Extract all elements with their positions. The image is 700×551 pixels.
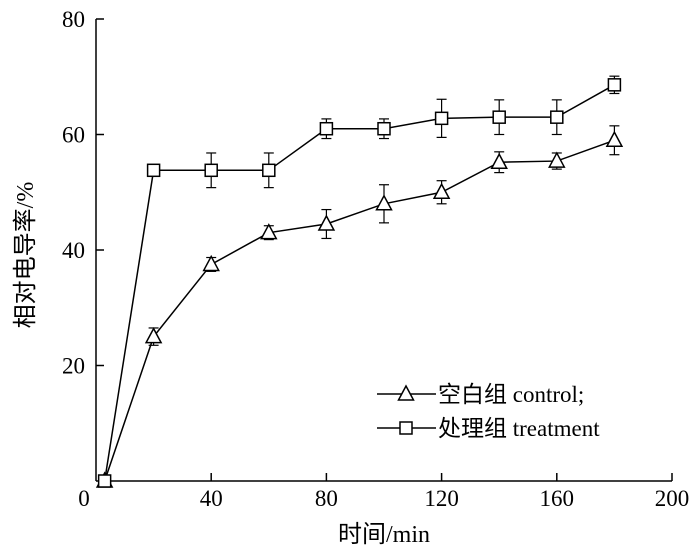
legend-square-marker	[399, 421, 413, 435]
legend-label-treatment: 处理组 treatment	[438, 416, 600, 441]
legend-item-control: 空白组 control;	[377, 382, 584, 407]
x-axis-label: 时间/min	[338, 521, 430, 548]
data-point-triangle	[548, 151, 566, 168]
data-point-triangle	[375, 194, 393, 211]
data-point-triangle	[490, 152, 508, 169]
data-point-triangle	[317, 214, 336, 231]
x-tick-label: 120	[424, 486, 459, 511]
data-point-square	[377, 121, 391, 136]
data-point-square	[97, 474, 112, 488]
legend-item-treatment: 处理组 treatment	[377, 416, 600, 441]
x-tick-label: 40	[200, 486, 223, 511]
y-axis-ticks: 20 40 60 80	[62, 7, 104, 379]
x-tick-label: 80	[315, 486, 338, 511]
series-line	[103, 139, 615, 482]
data-point-square	[262, 163, 276, 178]
data-point-triangle	[605, 130, 624, 148]
data-point-triangle	[144, 327, 163, 344]
data-point-triangle	[432, 182, 451, 199]
x-tick-label: 160	[540, 486, 575, 511]
axes	[95, 19, 672, 482]
legend-label-control: 空白组 control;	[438, 382, 584, 407]
y-tick-label: 80	[62, 7, 85, 32]
data-point-square	[204, 163, 218, 178]
data-point-triangle	[202, 254, 220, 272]
y-axis-label: 相对电导率/%	[12, 182, 39, 329]
x-axis-ticks: 0 40 80 120 160 200	[78, 473, 689, 511]
y-tick-label: 40	[62, 238, 85, 263]
legend-triangle-marker	[397, 384, 415, 401]
data-point-square	[434, 111, 449, 126]
x-tick-label: 0	[78, 486, 90, 511]
data-point-square	[607, 78, 622, 92]
series-treatment	[97, 75, 622, 488]
series-line	[103, 84, 615, 482]
data-point-triangle	[260, 223, 278, 240]
data-point-square	[492, 110, 506, 124]
x-tick-label: 200	[655, 486, 690, 511]
legend: 空白组 control; 处理组 treatment	[377, 382, 600, 441]
y-tick-label: 60	[62, 123, 85, 148]
data-point-square	[550, 110, 564, 124]
data-point-square	[146, 163, 161, 178]
data-point-square	[319, 121, 334, 136]
y-tick-label: 20	[62, 354, 85, 379]
series-layer	[95, 75, 624, 488]
